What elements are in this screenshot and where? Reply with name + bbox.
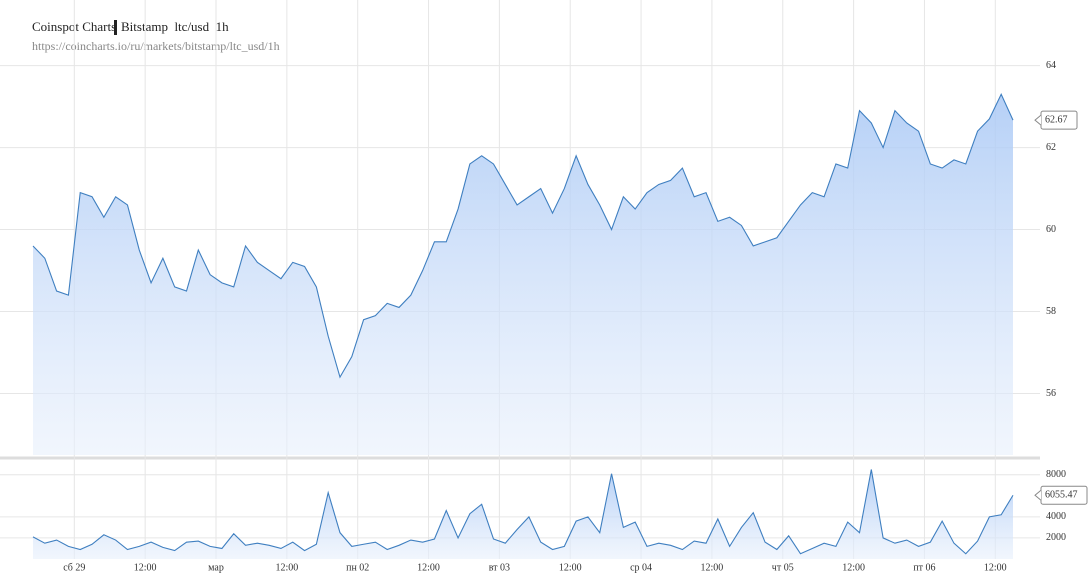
- separator: [114, 20, 117, 35]
- y-tick-label: 56: [1046, 388, 1056, 399]
- line: [32, 469, 1014, 555]
- x-tick-label: 12:00: [417, 562, 440, 573]
- area-fill: [33, 94, 1013, 455]
- y-tick-label: 4000: [1046, 511, 1066, 522]
- x-tick-label: 12:00: [842, 562, 865, 573]
- y-tick-label: 64: [1046, 60, 1056, 71]
- chart-subtitle: Bitstamp ltc/usd 1h: [121, 19, 229, 34]
- y-tick-label: 8000: [1046, 469, 1066, 480]
- area-fill: [33, 469, 1013, 559]
- badge-pointer: [1034, 489, 1042, 501]
- y-tick-label: 62: [1046, 142, 1056, 153]
- last-value-label: 62.67: [1045, 114, 1068, 125]
- x-tick-label: чт 05: [772, 562, 794, 573]
- line: [32, 92, 1014, 379]
- x-tick-label: 12:00: [134, 562, 157, 573]
- x-tick-label: пн 02: [346, 562, 369, 573]
- x-tick-label: пт 06: [913, 562, 935, 573]
- y-tick-label: 58: [1046, 306, 1056, 317]
- source-url: https://coincharts.io/ru/markets/bitstam…: [32, 39, 280, 53]
- y-tick-label: 60: [1046, 224, 1056, 235]
- x-tick-label: 12:00: [559, 562, 582, 573]
- x-tick-label: вт 03: [489, 562, 510, 573]
- x-tick-label: мар: [208, 562, 224, 573]
- last-value-label: 6055.47: [1045, 490, 1078, 501]
- x-tick-label: 12:00: [275, 562, 298, 573]
- x-tick-label: ср 04: [630, 562, 652, 573]
- y-tick-label: 2000: [1046, 532, 1066, 543]
- badge-pointer: [1034, 114, 1042, 126]
- x-tick-label: 12:00: [701, 562, 724, 573]
- x-tick-label: сб 29: [63, 562, 85, 573]
- x-tick-label: 12:00: [984, 562, 1007, 573]
